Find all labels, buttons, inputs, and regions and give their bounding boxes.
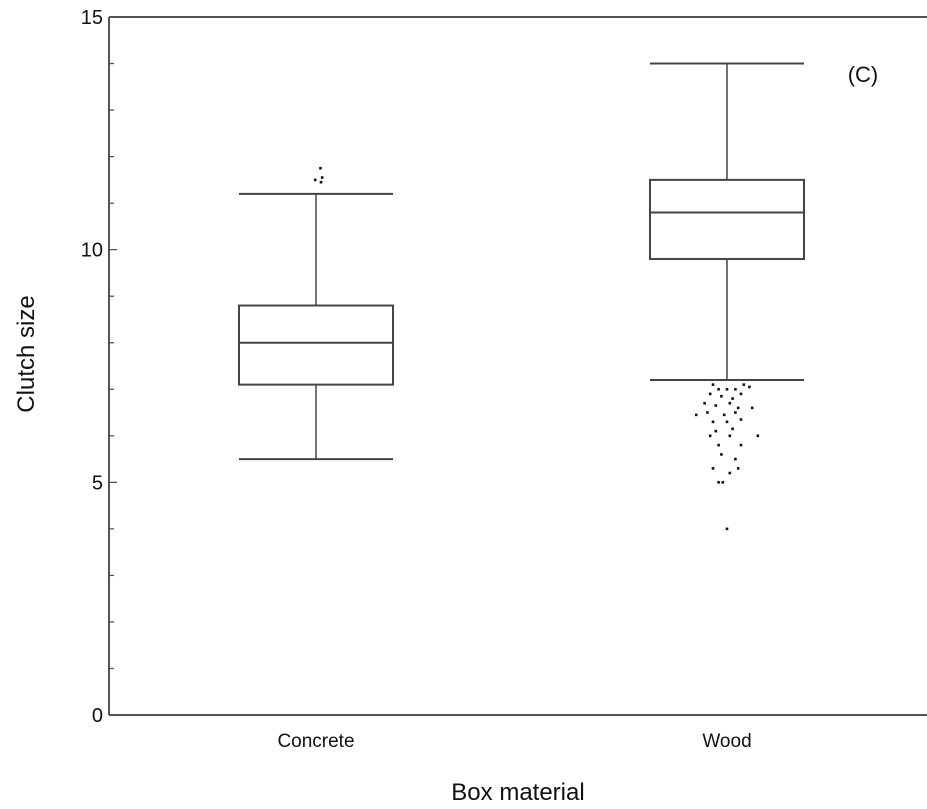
outlier-point [711,467,715,470]
outlier-point [728,434,732,438]
outlier-point [694,413,698,417]
outlier-point [706,411,709,414]
outlier-point [725,387,729,391]
outlier-point [721,481,725,484]
iqr-box [238,304,394,386]
boxes-layer [238,62,805,531]
box-concrete [238,166,394,461]
outlier-point [739,418,743,421]
outlier-point [720,453,723,456]
outlier-point [720,394,723,398]
outlier-point [742,383,746,386]
outlier-point [725,527,729,531]
outlier-point [728,401,732,405]
outlier-point [320,176,324,179]
outlier-point [319,166,322,170]
iqr-box [649,178,805,260]
outlier-point [736,406,740,410]
outlier-point [739,392,743,396]
x-axis-title: Box material [451,779,584,806]
outlier-point [725,420,729,424]
box-wood [649,62,805,531]
x-tick-label: Wood [702,731,751,752]
outlier-point [703,401,706,405]
outlier-point [319,180,323,184]
outlier-point [731,427,734,431]
y-axis-ticks: 0 5 10 15 [81,7,117,727]
y-tick-label: 5 [92,472,103,494]
outlier-point [734,411,737,414]
outlier-point [717,387,720,391]
y-tick-label: 15 [81,7,103,29]
outlier-point [722,413,726,417]
outlier-point [714,404,718,407]
outlier-point [728,471,732,475]
outlier-point [756,434,760,438]
panel-label: (C) [848,62,879,87]
outlier-point [708,392,712,396]
outlier-point [708,434,712,438]
axes [108,16,927,716]
outlier-point [313,178,317,182]
outlier-point [734,387,737,391]
outlier-point [711,383,715,386]
y-tick-label: 0 [92,705,103,727]
outlier-point [717,481,720,484]
x-tick-label: Concrete [277,731,354,752]
outlier-point [714,429,718,433]
outlier-point [717,443,720,447]
outlier-point [748,385,751,389]
outlier-point [736,467,740,470]
y-axis-title: Clutch size [13,295,40,412]
outlier-point [739,443,743,447]
outlier-point [731,397,734,400]
x-axis-tick-labels: Concrete Wood [277,731,751,752]
y-tick-label: 10 [81,240,103,262]
outlier-point [711,420,715,424]
outlier-point [750,406,754,410]
outlier-point [734,457,737,461]
